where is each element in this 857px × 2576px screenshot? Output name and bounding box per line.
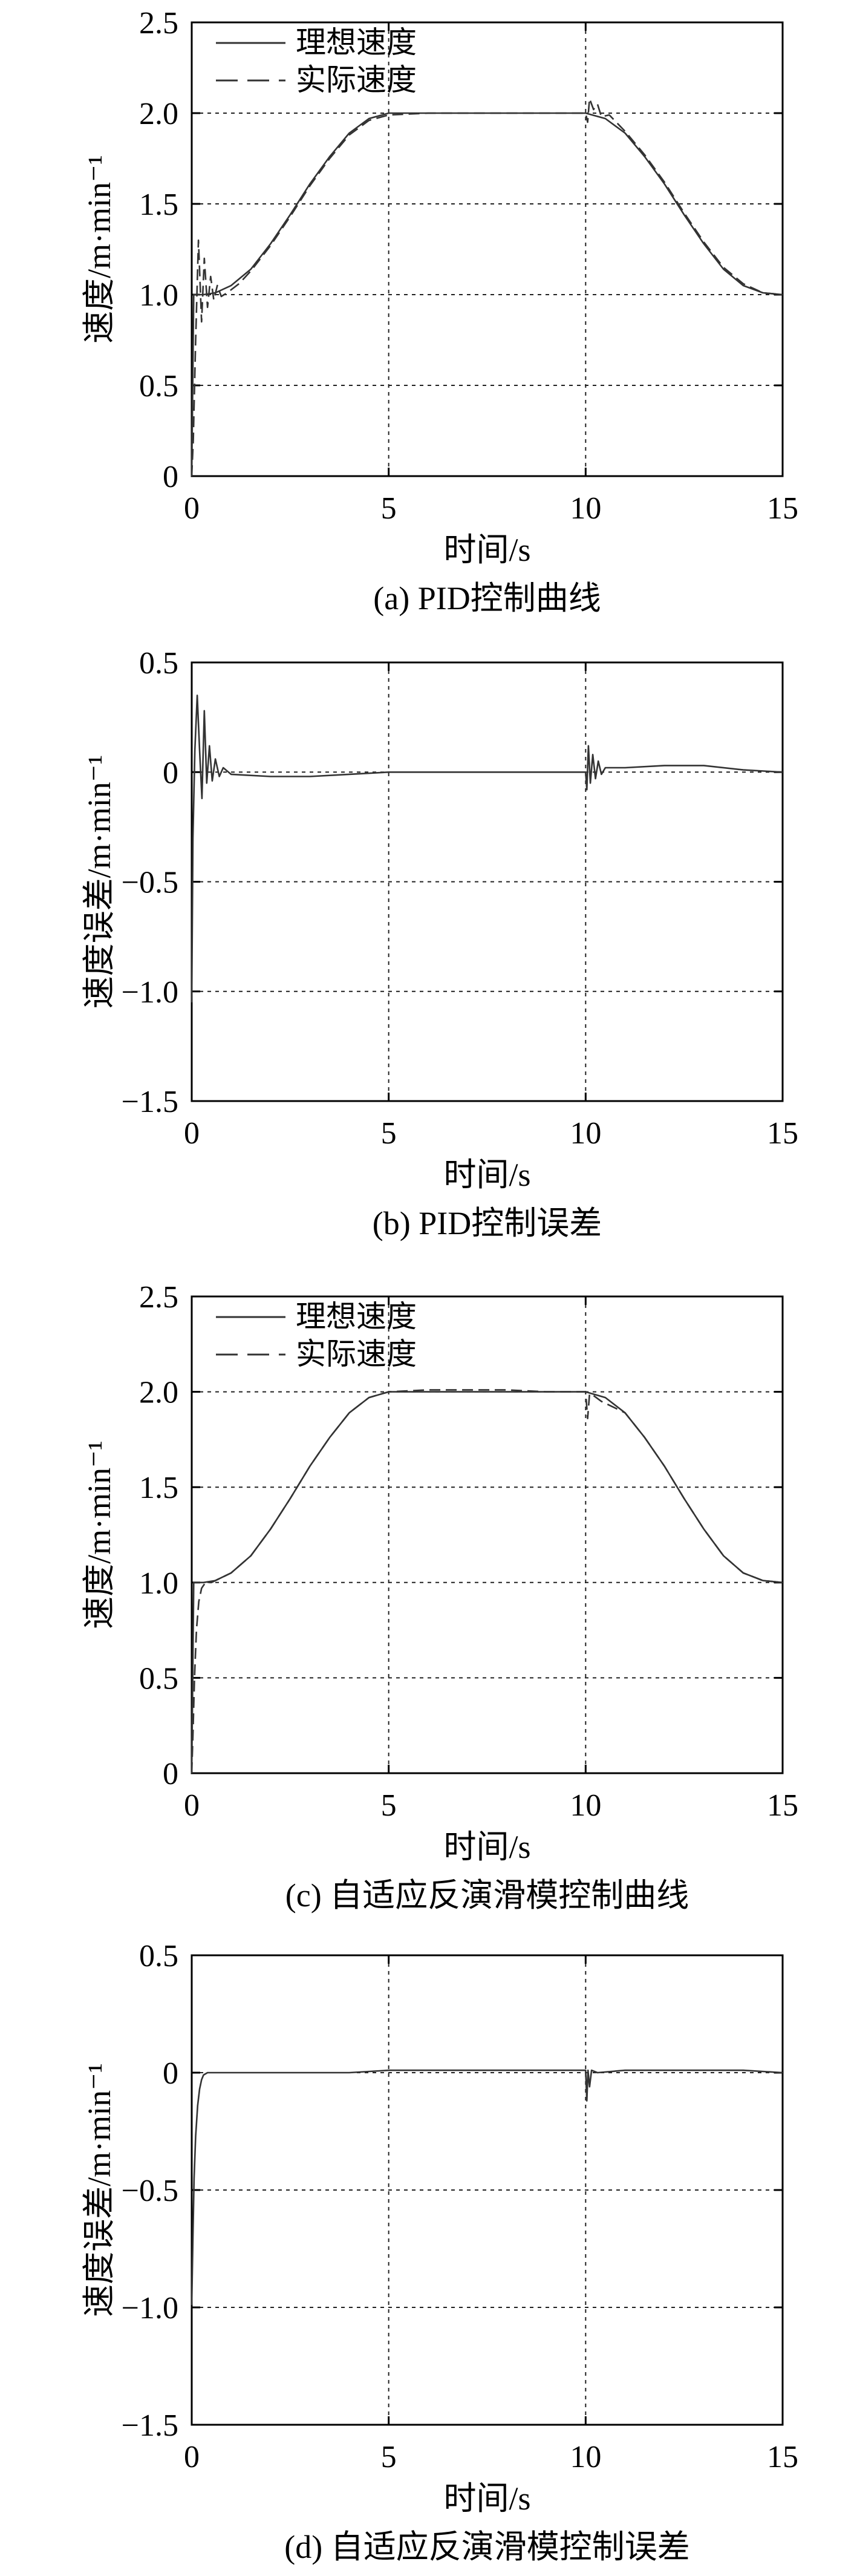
y-tick-label: 0.5 [139, 369, 178, 404]
y-tick-label: 0 [163, 460, 178, 494]
y-tick-label: −0.5 [122, 866, 178, 900]
y-tick-label: −0.5 [122, 2174, 178, 2208]
y-tick-label: 1.5 [139, 1471, 178, 1505]
x-tick-label: 10 [570, 491, 601, 526]
chart-panel-4: 0 5 10 15 −1.5 −1.0 −0.5 0 0.5 时间/s 速度误差/m·min⁻¹ (d… [81, 1939, 798, 2565]
y-tick-label: 0 [163, 756, 178, 790]
legend-label: 实际速度 [296, 1337, 417, 1371]
x-tick-label: 5 [381, 2440, 397, 2474]
y-axis-label: 速度/m·min⁻¹ [81, 1440, 117, 1629]
figure-caption: (b) PID控制误差 [373, 1205, 602, 1241]
y-axis-label: 速度误差/m·min⁻¹ [81, 2063, 117, 2317]
plot-frame [191, 1295, 784, 1774]
x-axis-label: 时间/s [443, 532, 530, 568]
figure-caption: (d) 自适应反演滑模控制误差 [284, 2529, 689, 2565]
series-line-1 [191, 2069, 783, 2306]
series-line-2 [191, 1389, 783, 1774]
figure-caption: (a) PID控制曲线 [373, 580, 601, 616]
y-tick-label: −1.5 [122, 1085, 178, 1119]
x-tick-label: 15 [767, 1788, 798, 1823]
x-tick-label: 10 [570, 1116, 601, 1151]
legend-label: 理想速度 [296, 25, 417, 59]
figure-caption: (c) 自适应反演滑模控制曲线 [285, 1877, 689, 1914]
y-tick-label: 1.0 [139, 278, 178, 313]
plot-frame [191, 21, 784, 477]
y-tick-label: 0.5 [139, 1661, 178, 1696]
x-tick-label: 0 [184, 1116, 200, 1151]
x-axis-label: 时间/s [443, 1829, 530, 1865]
chart-panel-2: 0 5 10 15 −1.5 −1.0 −0.5 0 0.5 时间/s 速度误差/m·min⁻¹ (b… [81, 646, 798, 1241]
x-tick-label: 10 [570, 2440, 601, 2474]
x-tick-label: 0 [184, 2440, 200, 2474]
y-tick-label: −1.0 [122, 2291, 178, 2326]
y-tick-label: 2.5 [139, 6, 178, 41]
x-tick-label: 15 [767, 1116, 798, 1151]
x-tick-label: 0 [184, 491, 200, 526]
x-tick-label: 5 [381, 1788, 397, 1823]
x-axis-label: 时间/s [443, 2480, 530, 2517]
legend-label: 实际速度 [296, 63, 417, 97]
y-tick-label: −1.0 [122, 975, 178, 1010]
y-axis-label: 速度误差/m·min⁻¹ [81, 755, 117, 1009]
x-axis-label: 时间/s [443, 1157, 530, 1193]
x-tick-label: 15 [767, 491, 798, 526]
y-tick-label: −1.5 [122, 2408, 178, 2443]
x-tick-label: 10 [570, 1788, 601, 1823]
y-axis-label: 速度/m·min⁻¹ [81, 155, 117, 344]
x-tick-label: 5 [381, 491, 397, 526]
y-tick-label: 2.0 [139, 1376, 178, 1410]
y-tick-label: 2.5 [139, 1280, 178, 1315]
y-tick-label: 2.0 [139, 97, 178, 131]
x-tick-label: 0 [184, 1788, 200, 1823]
legend-label: 理想速度 [296, 1299, 417, 1333]
y-tick-label: 1.0 [139, 1566, 178, 1601]
y-tick-label: 0 [163, 2056, 178, 2091]
y-tick-label: 0.5 [139, 646, 178, 681]
x-tick-label: 5 [381, 1116, 397, 1151]
y-tick-label: 1.5 [139, 188, 178, 222]
series-line-1 [191, 695, 783, 1002]
x-tick-label: 15 [767, 2440, 798, 2474]
y-tick-label: 0.5 [139, 1939, 178, 1973]
y-tick-label: 0 [163, 1757, 178, 1791]
series-line-2 [191, 97, 783, 477]
